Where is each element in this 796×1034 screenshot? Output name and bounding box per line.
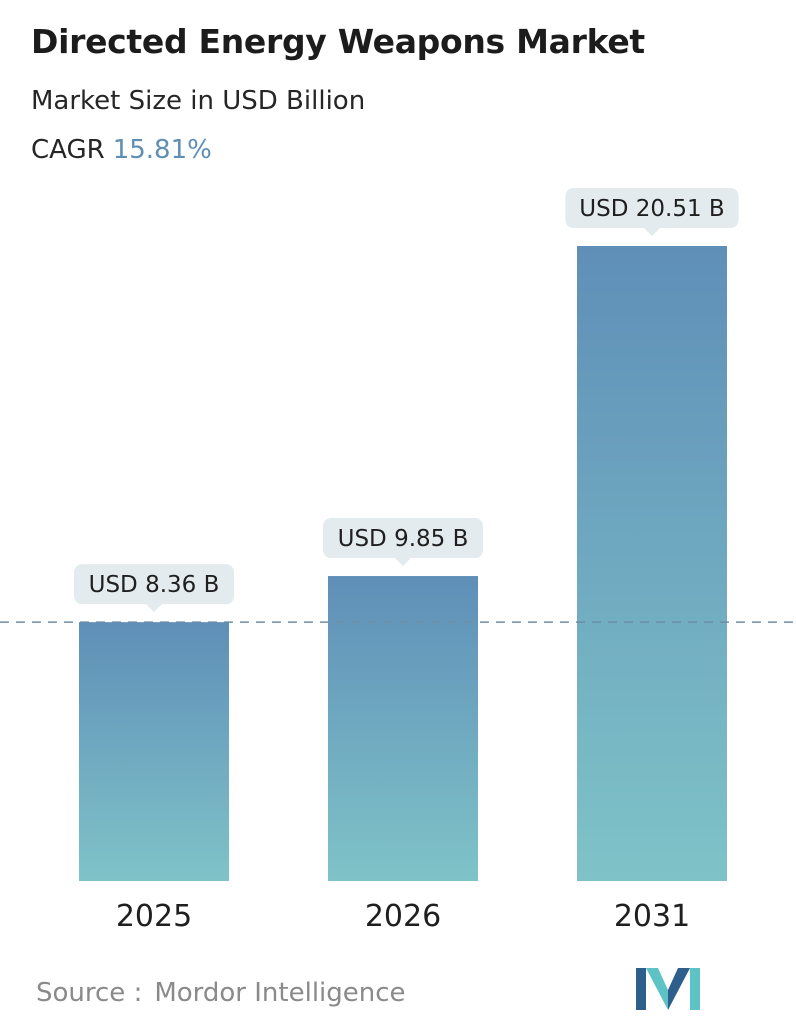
mordor-intelligence-logo-icon <box>636 968 700 1010</box>
value-label-pointer <box>395 558 411 567</box>
value-label-2026: USD 9.85 B <box>323 518 483 567</box>
bar-2026 <box>328 576 478 881</box>
bar-2031 <box>577 246 727 881</box>
data-label: USD 20.51 B <box>579 196 724 222</box>
source-name: Mordor Intelligence <box>154 978 406 1008</box>
cagr-line: CAGR 15.81% <box>31 135 212 165</box>
chart-subtitle: Market Size in USD Billion <box>31 86 366 116</box>
x-tick-label-2026: 2026 <box>365 899 441 934</box>
x-tick-label-2031: 2031 <box>614 899 690 934</box>
value-label-2025: USD 8.36 B <box>74 564 234 613</box>
data-label: USD 9.85 B <box>338 526 469 552</box>
value-label-2031: USD 20.51 B <box>565 188 739 236</box>
data-label: USD 8.36 B <box>89 572 220 598</box>
source-line: Source : Mordor Intelligence <box>36 978 406 1008</box>
value-label-pointer <box>644 228 660 236</box>
value-label-box <box>565 188 739 228</box>
x-tick-label-2025: 2025 <box>116 899 192 934</box>
cagr-label: CAGR <box>31 135 105 165</box>
chart-title: Directed Energy Weapons Market <box>31 22 645 61</box>
source-label: Source : <box>36 978 143 1008</box>
bar-2025 <box>79 622 229 881</box>
cagr-value: 15.81% <box>112 135 212 165</box>
value-label-box <box>323 518 483 559</box>
value-label-box <box>74 564 234 605</box>
value-label-pointer <box>146 604 162 613</box>
